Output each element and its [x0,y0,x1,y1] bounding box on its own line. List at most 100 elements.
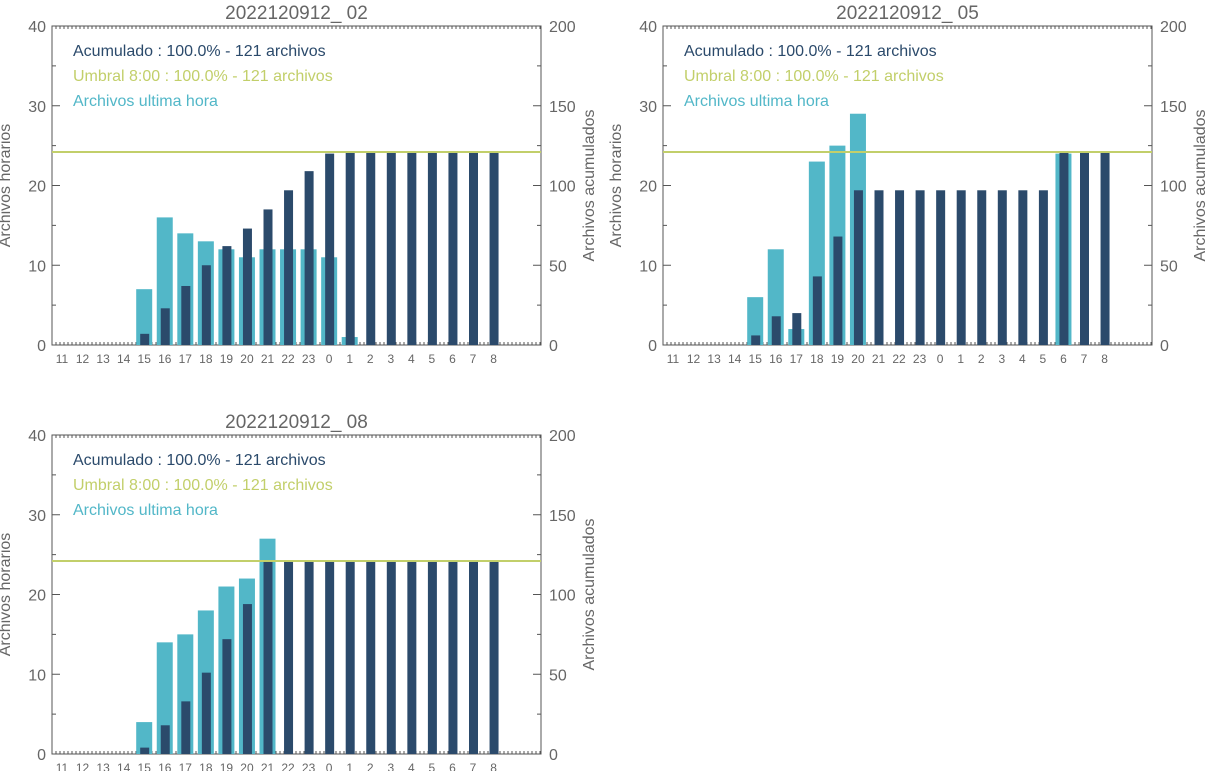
y-left-tick-label: 40 [28,19,46,36]
cumulative-bar [201,265,211,345]
cumulative-bar [181,701,191,754]
y-left-label: Archivos horarios [0,533,14,657]
y-left-tick-label: 20 [639,179,657,196]
cumulative-bar [1038,190,1048,345]
cumulative-bar [366,152,376,345]
cumulative-bar [263,561,273,754]
x-tick-label: 0 [937,352,944,366]
cumulative-bar [263,209,273,345]
x-tick-label: 15 [138,761,152,771]
cumulative-bar [771,316,781,345]
x-tick-label: 1 [957,352,964,366]
cumulative-bar [1100,152,1110,345]
chart-title: 2022120912_ 02 [225,3,368,24]
x-tick-label: 21 [261,352,275,366]
x-tick-label: 18 [810,352,824,366]
x-tick-label: 2 [978,352,985,366]
x-tick-label: 4 [1019,352,1026,366]
x-tick-label: 12 [687,352,701,366]
cumulative-bar [160,725,170,754]
x-tick-label: 3 [387,352,394,366]
x-tick-label: 5 [429,761,436,771]
y-left-tick-label: 10 [28,258,46,275]
cumulative-bar [407,561,417,754]
cumulative-bar [489,152,499,345]
y-left-tick-label: 40 [639,19,657,36]
x-tick-label: 17 [790,352,804,366]
y-right-tick-label: 150 [549,99,576,116]
x-tick-label: 13 [707,352,721,366]
cumulative-bar [853,190,863,345]
cumulative-bar [325,153,335,345]
legend-entry: Acumulado : 100.0% - 121 archivos [684,43,937,60]
cumulative-bar [181,285,191,345]
y-right-tick-label: 200 [549,19,576,36]
chart-panel-1: 2022120912_ 02010203040050100150200Archi… [0,3,598,366]
x-tick-label: 14 [117,352,131,366]
chart-panel-2: 2022120912_ 05010203040050100150200Archi… [608,3,1206,366]
cumulative-bar [1018,190,1028,345]
x-tick-label: 23 [913,352,927,366]
x-tick-label: 5 [1040,352,1047,366]
y-left-label: Archivos horarios [608,124,625,248]
y-right-label: Archivos acumulados [581,518,598,670]
y-right-tick-label: 100 [1160,179,1187,196]
cumulative-bar [386,152,396,345]
legend-entry: Archivos ultima hora [73,93,218,110]
x-tick-label: 8 [490,761,497,771]
cumulative-bar [345,152,355,345]
y-left-tick-label: 0 [37,338,46,355]
cumulative-bar [140,333,150,345]
x-tick-label: 7 [470,352,477,366]
hourly-bar [747,297,764,345]
legend-entry: Acumulado : 100.0% - 121 archivos [73,452,326,469]
y-left-tick-label: 30 [28,508,46,525]
x-tick-label: 14 [117,761,131,771]
cumulative-bar [201,672,211,754]
y-left-tick-label: 20 [28,588,46,605]
x-tick-label: 19 [220,761,234,771]
y-left-tick-label: 20 [28,179,46,196]
cumulative-bar [915,190,925,345]
y-right-tick-label: 200 [549,428,576,445]
x-tick-label: 17 [179,761,193,771]
x-tick-label: 8 [1101,352,1108,366]
x-tick-label: 0 [326,352,333,366]
y-right-label: Archivos acumulados [1192,109,1206,261]
y-right-tick-label: 150 [549,508,576,525]
cumulative-bar [1080,152,1089,345]
cumulative-bar [448,561,458,754]
cumulative-bar [427,152,437,345]
x-tick-label: 13 [96,352,110,366]
cumulative-bar [140,747,150,754]
chart-panel-3: 2022120912_ 08010203040050100150200Archi… [0,412,598,771]
x-tick-label: 20 [240,352,254,366]
y-left-label: Archivos horarios [0,124,14,248]
cumulative-bar [874,190,884,345]
x-tick-label: 8 [490,352,497,366]
x-tick-label: 15 [138,352,152,366]
chart-title: 2022120912_ 05 [836,3,979,24]
y-right-tick-label: 0 [1160,338,1169,355]
x-tick-label: 3 [387,761,394,771]
cumulative-bar [448,152,458,345]
hourly-bar [136,722,153,754]
x-tick-label: 1 [346,761,353,771]
x-tick-label: 12 [76,352,90,366]
legend-entry: Umbral 8:00 : 100.0% - 121 archivos [73,477,333,494]
y-left-tick-label: 30 [28,99,46,116]
cumulative-bar [222,639,232,754]
y-right-tick-label: 50 [549,667,567,684]
x-tick-label: 16 [769,352,783,366]
x-tick-label: 22 [281,761,295,771]
x-tick-label: 11 [56,352,69,366]
x-tick-label: 13 [96,761,110,771]
cumulative-bar [242,228,252,345]
cumulative-bar [160,308,170,345]
x-tick-label: 23 [302,352,316,366]
x-tick-label: 23 [302,761,316,771]
hourly-bar [136,289,153,345]
y-left-tick-label: 0 [37,747,46,764]
x-tick-label: 18 [199,352,213,366]
x-tick-label: 14 [728,352,742,366]
